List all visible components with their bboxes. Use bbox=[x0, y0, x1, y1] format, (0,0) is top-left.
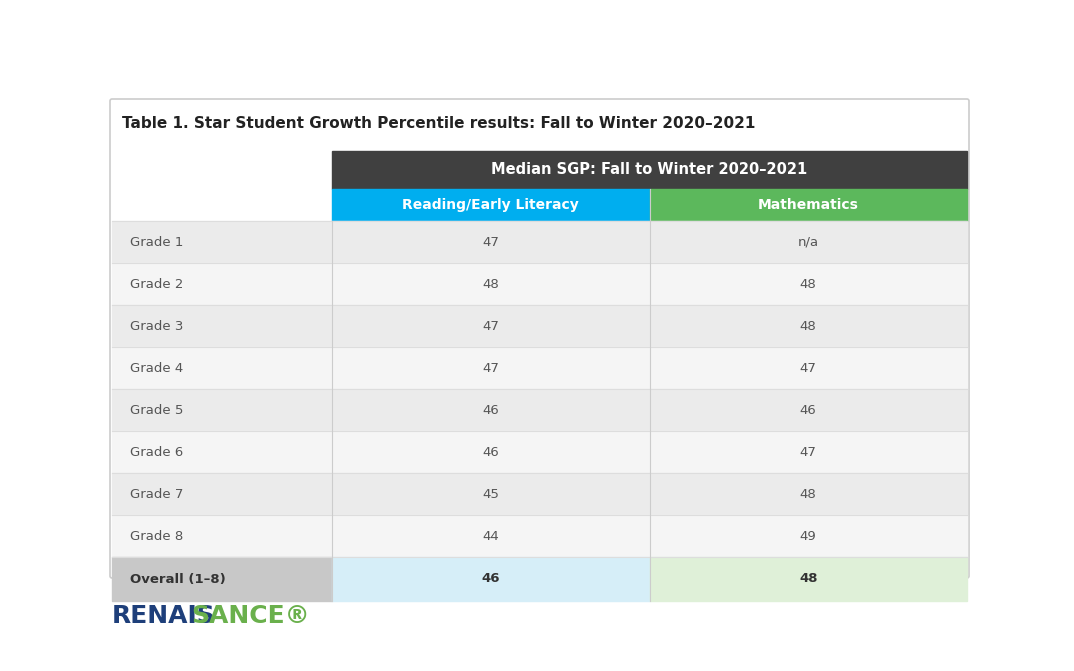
Bar bbox=[112, 389, 967, 431]
Text: 47: 47 bbox=[482, 236, 499, 248]
Text: 46: 46 bbox=[482, 446, 499, 458]
Bar bbox=[112, 305, 967, 347]
Bar bbox=[650, 189, 967, 221]
Text: 46: 46 bbox=[800, 403, 816, 417]
Text: 48: 48 bbox=[482, 278, 499, 291]
Text: 48: 48 bbox=[799, 572, 817, 586]
Text: 47: 47 bbox=[482, 319, 499, 333]
Bar bbox=[112, 263, 967, 305]
Text: Grade 8: Grade 8 bbox=[130, 529, 184, 542]
Text: 48: 48 bbox=[800, 488, 816, 501]
Text: 45: 45 bbox=[482, 488, 499, 501]
Bar bbox=[112, 221, 967, 263]
Text: 47: 47 bbox=[800, 446, 816, 458]
Text: 49: 49 bbox=[800, 529, 816, 542]
Text: Grade 4: Grade 4 bbox=[130, 362, 184, 374]
Text: Median SGP: Fall to Winter 2020–2021: Median SGP: Fall to Winter 2020–2021 bbox=[492, 162, 808, 178]
Text: 46: 46 bbox=[482, 403, 499, 417]
Bar bbox=[112, 431, 967, 473]
Text: Overall (1–8): Overall (1–8) bbox=[130, 572, 226, 586]
Bar bbox=[332, 151, 967, 189]
Bar bbox=[332, 189, 650, 221]
Bar bbox=[112, 515, 967, 557]
Text: Grade 3: Grade 3 bbox=[130, 319, 184, 333]
Text: 48: 48 bbox=[800, 319, 816, 333]
Text: Grade 6: Grade 6 bbox=[130, 446, 184, 458]
Text: 44: 44 bbox=[482, 529, 499, 542]
Bar bbox=[332, 557, 650, 601]
Text: RENAIS: RENAIS bbox=[112, 604, 216, 628]
Text: Mathematics: Mathematics bbox=[758, 198, 859, 212]
Text: Grade 5: Grade 5 bbox=[130, 403, 184, 417]
Text: 47: 47 bbox=[482, 362, 499, 374]
Bar bbox=[112, 557, 332, 601]
Text: 46: 46 bbox=[481, 572, 500, 586]
Text: Grade 7: Grade 7 bbox=[130, 488, 184, 501]
Text: n/a: n/a bbox=[798, 236, 818, 248]
Text: SANCE®: SANCE® bbox=[191, 604, 310, 628]
Text: 48: 48 bbox=[800, 278, 816, 291]
Text: Grade 2: Grade 2 bbox=[130, 278, 184, 291]
Text: Table 1. Star Student Growth Percentile results: Fall to Winter 2020–2021: Table 1. Star Student Growth Percentile … bbox=[122, 115, 755, 130]
Text: 47: 47 bbox=[800, 362, 816, 374]
FancyBboxPatch shape bbox=[110, 99, 969, 578]
Bar bbox=[650, 557, 967, 601]
Text: Grade 1: Grade 1 bbox=[130, 236, 184, 248]
Bar bbox=[112, 473, 967, 515]
Bar bbox=[112, 347, 967, 389]
Text: Reading/Early Literacy: Reading/Early Literacy bbox=[403, 198, 579, 212]
